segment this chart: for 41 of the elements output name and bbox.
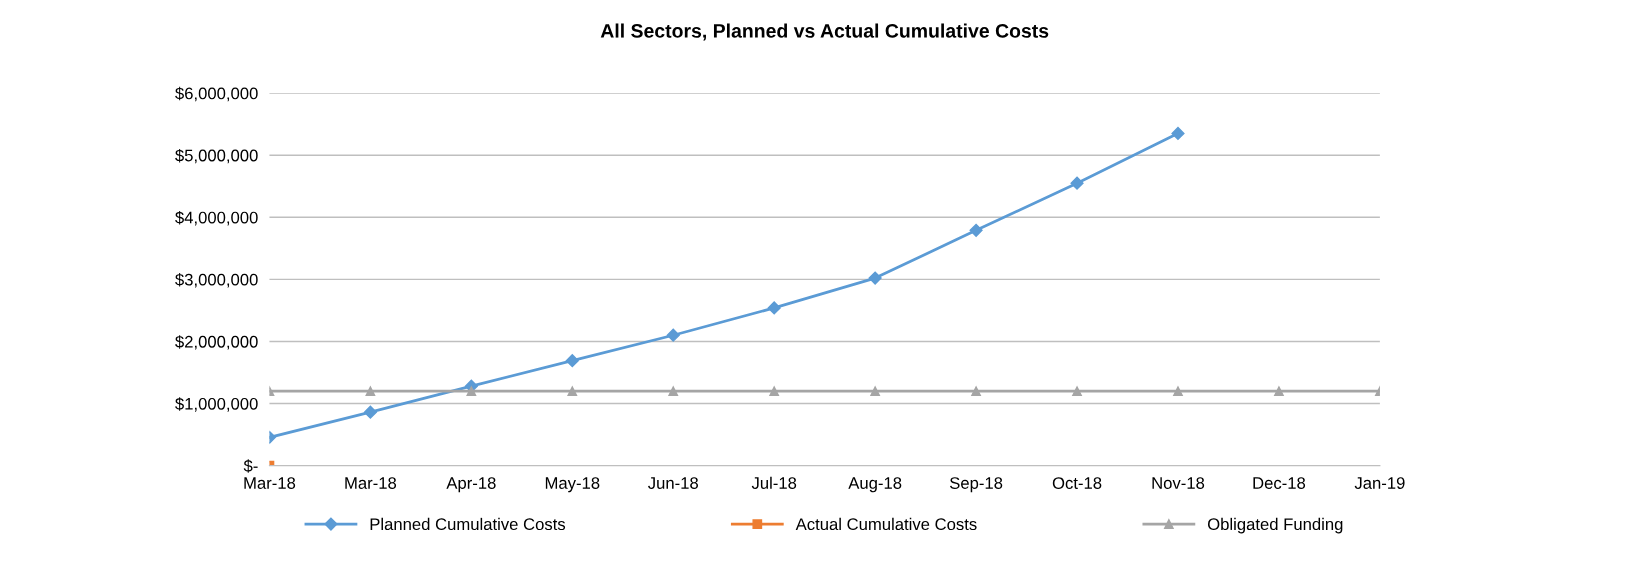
x-tick-label: Oct-18	[1052, 477, 1102, 489]
point	[668, 386, 679, 396]
point	[1072, 386, 1082, 396]
y-tick-label: $4,000,000	[175, 210, 258, 226]
x-tick-label: Mar-18	[345, 477, 397, 489]
point	[870, 386, 881, 396]
point	[971, 386, 981, 396]
y-tick-label: $3,000,000	[175, 273, 258, 288]
point	[1070, 176, 1084, 190]
point	[868, 271, 882, 285]
legend-label: Actual Cumulative Costs	[795, 517, 977, 531]
x-tick-label: Mar-18	[244, 477, 296, 489]
y-tick-label: $6,000,000	[175, 86, 258, 102]
x-tick-label: Aug-18	[848, 477, 902, 493]
x-tick-label: May-18	[545, 477, 600, 493]
x-tick-label: Apr-18	[446, 477, 496, 493]
point	[1171, 126, 1185, 141]
point	[567, 386, 578, 396]
y-tick-label: $5,000,000	[175, 148, 258, 164]
x-tick-label: Nov-18	[1152, 477, 1205, 489]
x-tick-label: Dec-18	[1253, 477, 1306, 489]
legend-label: Obligated Funding	[1207, 517, 1343, 534]
point	[666, 328, 680, 342]
y-tick-label: $-	[243, 459, 258, 473]
y-tick-label: $1,000,000	[175, 397, 258, 412]
point	[1173, 386, 1183, 396]
x-tick-label: Jul-18	[751, 476, 797, 489]
chart-title: All Sectors, Planned vs Actual Cumulative Costs	[600, 23, 1049, 41]
x-tick-label: Sep-18	[949, 477, 1003, 493]
point	[466, 386, 477, 396]
point	[769, 386, 780, 396]
point	[565, 354, 579, 368]
legend-label: Planned Cumulative Costs	[370, 517, 566, 531]
point	[969, 223, 983, 237]
point	[1274, 386, 1284, 396]
point	[363, 405, 377, 419]
x-tick-label: Jan-19	[1354, 477, 1405, 489]
point	[767, 301, 781, 315]
y-tick-label: $2,000,000	[175, 335, 258, 350]
x-tick-label: Jun-18	[648, 477, 698, 489]
point	[365, 386, 376, 396]
